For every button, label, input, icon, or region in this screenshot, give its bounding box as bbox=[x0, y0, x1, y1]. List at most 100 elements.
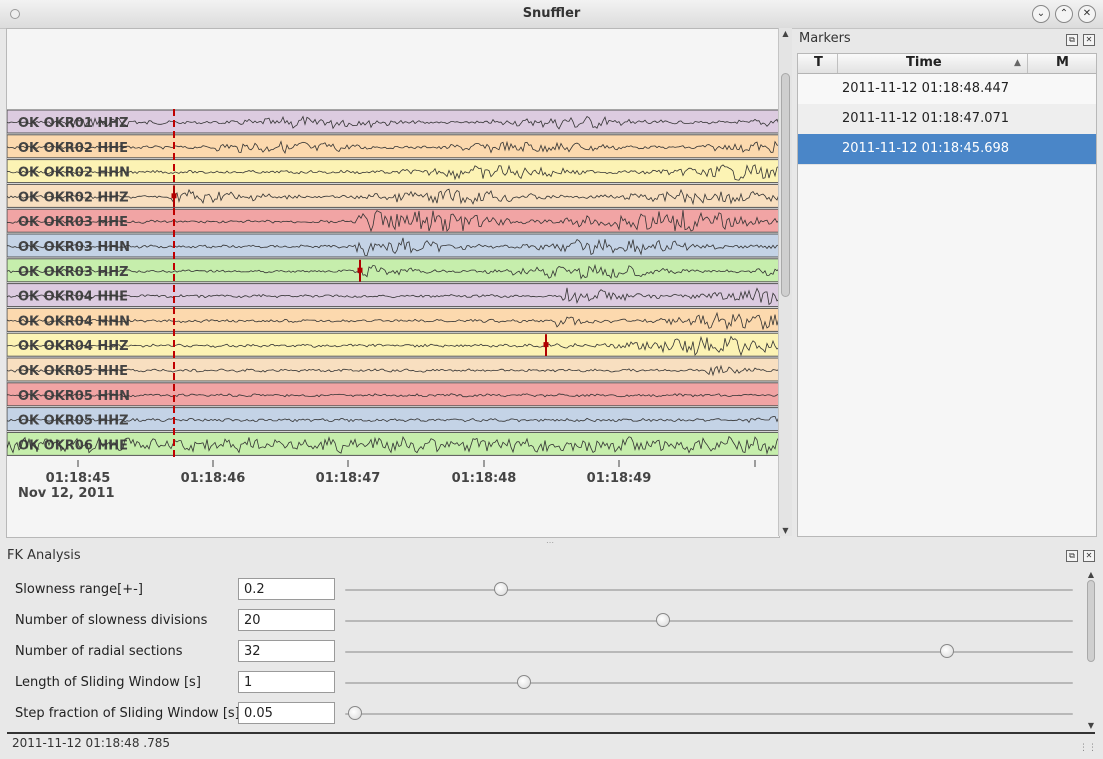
fk-param-slider-knob[interactable] bbox=[494, 582, 509, 596]
waveform-line bbox=[7, 287, 779, 306]
waveform-line bbox=[7, 237, 779, 257]
fk-param-label: Length of Sliding Window [s] bbox=[15, 675, 201, 690]
markers-table-header: T Time ▲ M bbox=[798, 54, 1096, 74]
sort-ascending-icon[interactable]: ▲ bbox=[1014, 58, 1021, 68]
marker-time: 2011-11-12 01:18:47.071 bbox=[842, 111, 1010, 126]
window-menu-icon[interactable] bbox=[10, 9, 20, 19]
trace-label: OK OKR04 HHN bbox=[18, 314, 130, 329]
scroll-up-icon[interactable]: ▲ bbox=[782, 29, 789, 38]
close-fk-panel-icon[interactable]: ✕ bbox=[1083, 550, 1095, 562]
waveform-line bbox=[7, 140, 779, 154]
fk-param-slider-knob[interactable] bbox=[656, 613, 671, 627]
fk-param-slider-track[interactable] bbox=[345, 589, 1073, 591]
fk-param-slider-track[interactable] bbox=[345, 620, 1073, 622]
trace-row[interactable]: OK OKR04 HHE bbox=[7, 283, 779, 308]
fk-param-slider-track[interactable] bbox=[345, 651, 1073, 653]
marker-time: 2011-11-12 01:18:45.698 bbox=[842, 141, 1010, 156]
fk-scrollbar[interactable]: ▲ ▼ bbox=[1085, 570, 1097, 730]
waveform-line bbox=[7, 263, 779, 280]
trace-scrollbar-thumb[interactable] bbox=[781, 73, 790, 297]
fk-param-label: Step fraction of Sliding Window [s] bbox=[15, 706, 240, 721]
waveform-line bbox=[7, 435, 779, 455]
float-fk-panel-icon[interactable]: ⧉ bbox=[1066, 550, 1078, 562]
trace-row[interactable]: OK OKR03 HHN bbox=[7, 233, 779, 258]
column-type[interactable]: T bbox=[814, 55, 823, 70]
trace-row[interactable]: OK OKR05 HHZ bbox=[7, 407, 779, 432]
axis-tick-label: 01:18:49 bbox=[587, 471, 652, 486]
trace-label: OK OKR05 HHZ bbox=[18, 414, 129, 429]
waveform-line bbox=[7, 393, 779, 398]
trace-row[interactable]: OK OKR01 HHZ bbox=[7, 109, 779, 134]
fk-param-label: Slowness range[+-] bbox=[15, 582, 143, 597]
trace-row[interactable]: OK OKR03 HHE bbox=[7, 208, 779, 233]
trace-label: OK OKR03 HHZ bbox=[18, 265, 129, 280]
fk-param-slider-knob[interactable] bbox=[516, 675, 531, 689]
minimize-icon[interactable]: ⌄ bbox=[1032, 5, 1050, 23]
waveform-line bbox=[7, 311, 779, 331]
trace-label: OK OKR04 HHZ bbox=[18, 339, 129, 354]
trace-row[interactable]: OK OKR04 HHN bbox=[7, 307, 779, 332]
fk-param-label: Number of radial sections bbox=[15, 644, 183, 659]
trace-row[interactable]: OK OKR05 HHN bbox=[7, 382, 779, 407]
fk-param-input[interactable]: 0.2 bbox=[238, 578, 335, 600]
waveform-line bbox=[7, 115, 779, 130]
trace-row[interactable]: OK OKR02 HHZ bbox=[7, 183, 779, 208]
column-marker[interactable]: M bbox=[1056, 55, 1069, 70]
fk-param-slider-track[interactable] bbox=[345, 713, 1073, 715]
axis-tick-label: 01:18:48 bbox=[452, 471, 517, 486]
waveform-line bbox=[7, 364, 779, 377]
markers-table[interactable]: T Time ▲ M 2011-11-12 01:18:48.447 2011-1… bbox=[797, 53, 1097, 537]
trace-viewer[interactable]: OK OKR01 HHZ OK OKR02 HHE OK OKR02 HHN OK O… bbox=[6, 28, 780, 538]
fk-param-input[interactable]: 0.05 bbox=[238, 702, 335, 724]
trace-label: OK OKR05 HHE bbox=[18, 364, 128, 379]
status-text: 2011-11-12 01:18:48 .785 bbox=[12, 736, 170, 750]
fk-param-slider-knob[interactable] bbox=[348, 706, 362, 720]
waveform-line bbox=[7, 164, 779, 181]
fk-param-input[interactable]: 1 bbox=[238, 671, 335, 693]
float-panel-icon[interactable]: ⧉ bbox=[1066, 34, 1078, 46]
fk-scroll-up-icon[interactable]: ▲ bbox=[1087, 570, 1095, 579]
fk-param-slider-knob[interactable] bbox=[939, 644, 954, 658]
waveform-line bbox=[7, 210, 779, 233]
phase-pick-handle[interactable] bbox=[357, 267, 363, 273]
phase-pick-handle[interactable] bbox=[171, 193, 177, 199]
waveform-line bbox=[7, 188, 779, 206]
axis-date-label: Nov 12, 2011 bbox=[18, 486, 115, 501]
marker-time: 2011-11-12 01:18:48.447 bbox=[842, 81, 1010, 96]
axis-tick-label: 01:18:45 bbox=[46, 471, 111, 486]
fk-panel-title: FK Analysis bbox=[7, 548, 81, 563]
axis-tick-label: 01:18:47 bbox=[316, 471, 381, 486]
waveform-line bbox=[7, 335, 779, 357]
fk-scroll-down-icon[interactable]: ▼ bbox=[1087, 721, 1095, 730]
phase-pick-handle[interactable] bbox=[543, 342, 549, 348]
fk-param-input[interactable]: 20 bbox=[238, 609, 335, 631]
markers-panel-title: Markers bbox=[799, 31, 851, 46]
resize-grip-icon[interactable]: ⋮⋮ bbox=[1079, 743, 1097, 753]
column-time[interactable]: Time bbox=[906, 55, 942, 70]
splitter-handle[interactable]: ⋯ bbox=[546, 538, 554, 547]
title-bar: Snuffler ⌄ ⌃ ✕ bbox=[0, 0, 1103, 29]
trace-label: OK OKR05 HHN bbox=[18, 389, 130, 404]
fk-param-slider-track[interactable] bbox=[345, 682, 1073, 684]
fk-param-input[interactable]: 32 bbox=[238, 640, 335, 662]
trace-label: OK OKR01 HHZ bbox=[18, 116, 129, 131]
status-bar: 2011-11-12 01:18:48 .785 bbox=[7, 732, 1095, 754]
close-panel-icon[interactable]: ✕ bbox=[1083, 34, 1095, 46]
close-icon[interactable]: ✕ bbox=[1078, 5, 1096, 23]
marker-row[interactable]: 2011-11-12 01:18:47.071 bbox=[798, 104, 1096, 135]
waveform-line bbox=[7, 415, 779, 424]
maximize-icon[interactable]: ⌃ bbox=[1055, 5, 1073, 23]
trace-row[interactable]: OK OKR02 HHE bbox=[7, 134, 779, 159]
trace-scrollbar[interactable]: ▲ ▼ bbox=[778, 28, 792, 536]
trace-label: OK OKR04 HHE bbox=[18, 290, 128, 305]
trace-label: OK OKR02 HHZ bbox=[18, 190, 129, 205]
fk-scrollbar-thumb[interactable] bbox=[1087, 580, 1095, 662]
window-title: Snuffler bbox=[522, 6, 581, 21]
marker-row[interactable]: 2011-11-12 01:18:48.447 bbox=[798, 74, 1096, 105]
marker-row[interactable]: 2011-11-12 01:18:45.698 bbox=[798, 134, 1096, 165]
fk-param-label: Number of slowness divisions bbox=[15, 613, 208, 628]
axis-tick-label: 01:18:46 bbox=[181, 471, 246, 486]
scroll-down-icon[interactable]: ▼ bbox=[782, 526, 789, 535]
trace-label: OK OKR03 HHN bbox=[18, 240, 130, 255]
